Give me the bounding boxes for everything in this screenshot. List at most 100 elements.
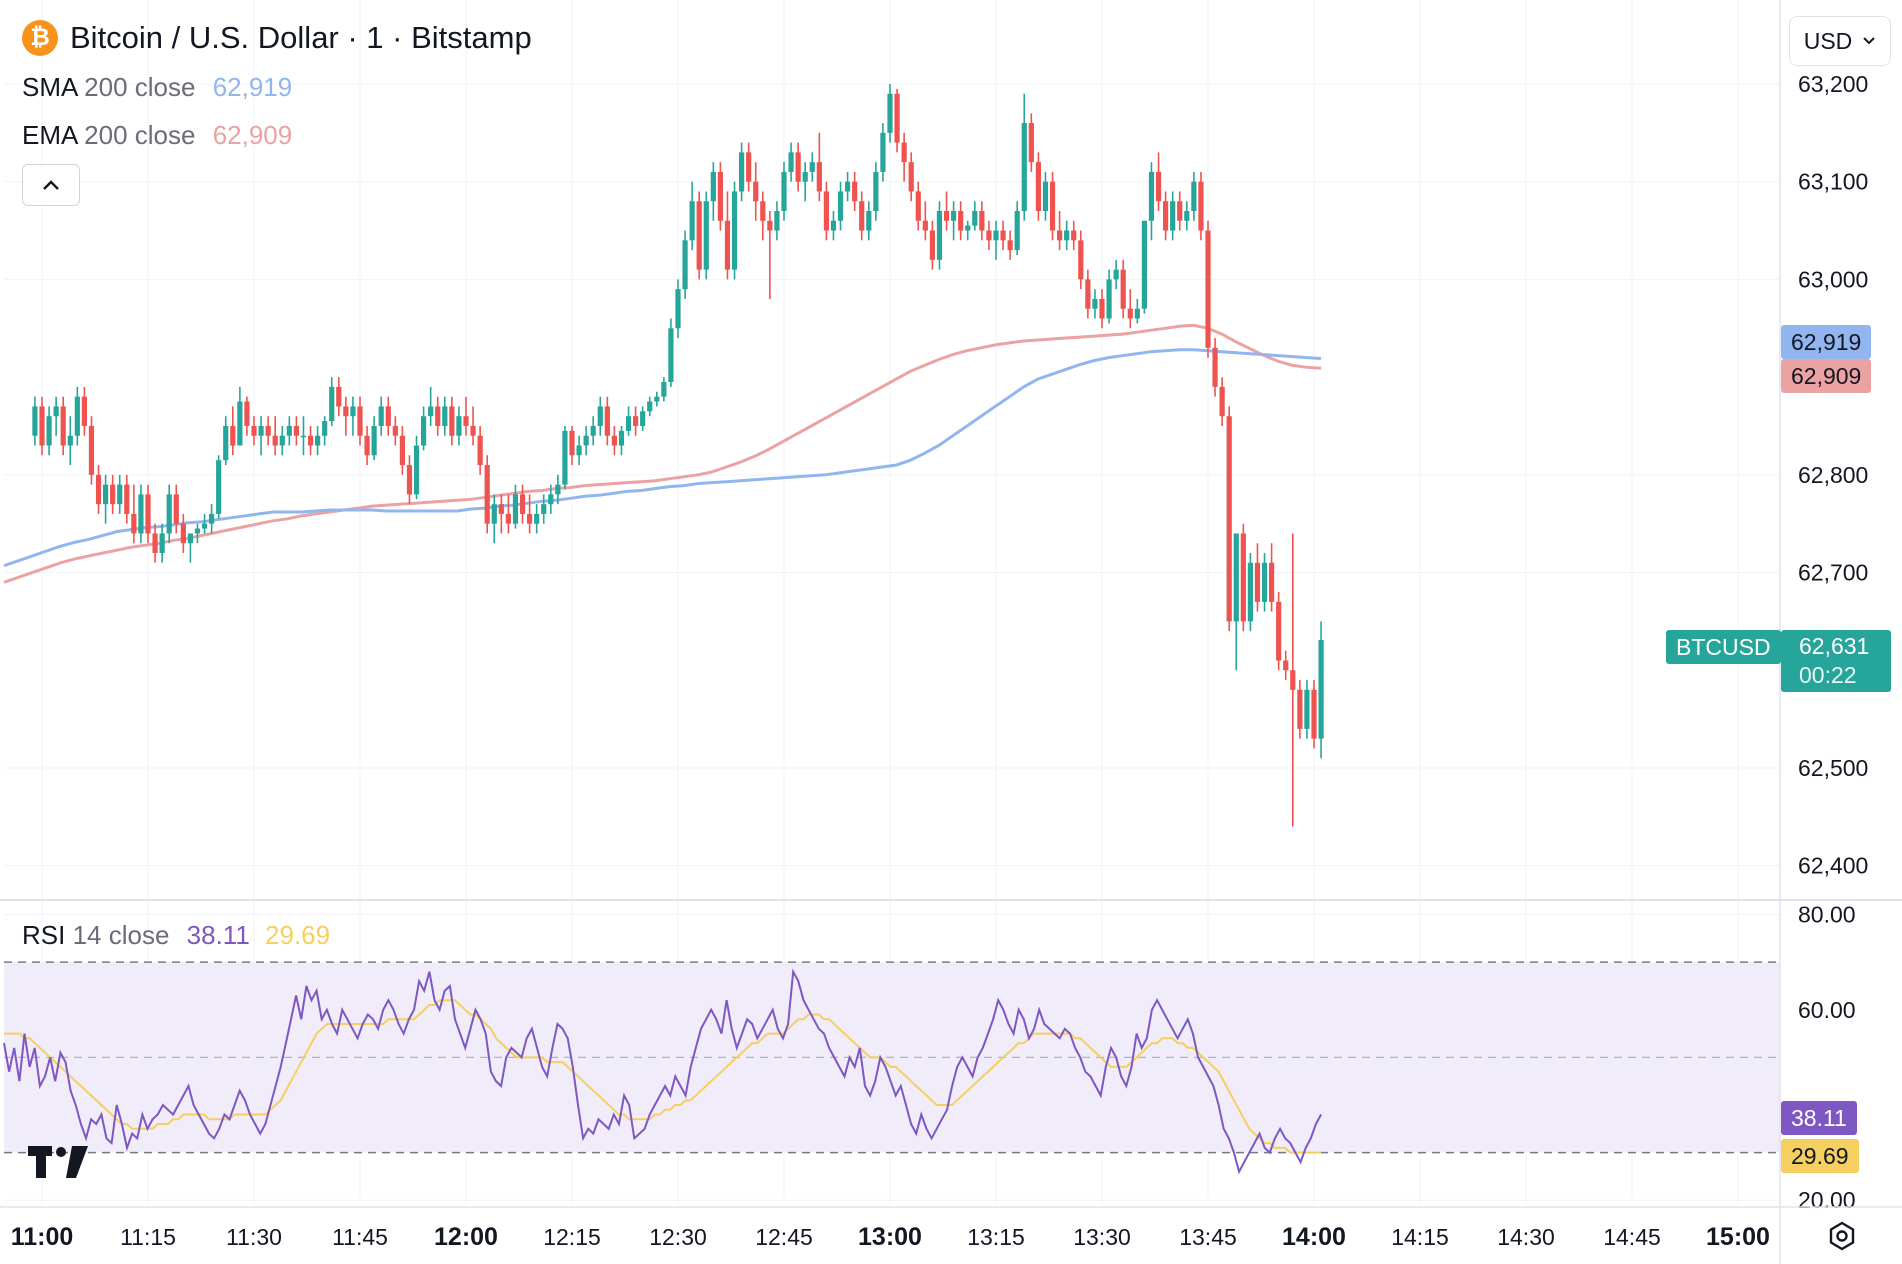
tradingview-logo[interactable] — [28, 1146, 90, 1185]
candle-body — [470, 425, 476, 436]
rsi-params: 14 close — [72, 920, 170, 950]
ema-legend[interactable]: EMA 200 close 62,909 — [22, 120, 292, 151]
rsi-line — [3, 968, 1322, 1175]
candle-body — [618, 430, 625, 446]
candle-body — [1261, 562, 1268, 602]
symbol-header[interactable]: ₿ Bitcoin / U.S. Dollar · 1 · Bitstamp — [22, 20, 532, 56]
candle-body — [760, 201, 766, 221]
candle-body — [484, 465, 490, 524]
rsi-axis[interactable]: 20.00 60.00 80.00 — [1798, 902, 1856, 1214]
candle-body — [852, 181, 858, 202]
candle-body — [187, 533, 193, 544]
candle-body — [265, 425, 271, 436]
settings-icon[interactable] — [1826, 1220, 1858, 1257]
time-tick-label: 12:00 — [434, 1223, 498, 1251]
candle-body — [717, 171, 723, 221]
candle-body — [1254, 562, 1261, 602]
candle-body — [300, 435, 307, 438]
time-tick-label: 14:45 — [1603, 1224, 1661, 1250]
candle-body — [505, 513, 511, 524]
candle-body — [774, 211, 780, 231]
time-tick-label: 11:45 — [332, 1224, 388, 1250]
candle-body — [951, 211, 957, 221]
candle-body — [286, 425, 292, 436]
time-tick-label: 14:30 — [1497, 1224, 1555, 1250]
sma-name: SMA — [22, 72, 77, 102]
rsi-lines — [3, 968, 1322, 1175]
candle-body — [979, 211, 985, 231]
candle-body — [576, 445, 582, 456]
sma-legend[interactable]: SMA 200 close 62,919 — [22, 72, 292, 103]
candle-body — [378, 406, 384, 426]
candle-body — [859, 201, 865, 231]
candle-body — [746, 152, 752, 182]
candle-body — [1205, 230, 1211, 348]
candle-body — [661, 382, 667, 397]
candle-body — [1191, 181, 1197, 211]
candle-body — [1141, 220, 1147, 309]
ema-params: 200 close — [84, 120, 196, 150]
candle-body — [887, 93, 893, 133]
candle-body — [965, 225, 971, 231]
candle-body — [463, 416, 469, 426]
rsi-ma-value: 29.69 — [265, 920, 331, 950]
candle-body — [1085, 279, 1091, 309]
candle-body — [95, 474, 102, 505]
candle-body — [1113, 269, 1119, 280]
candle-body — [1219, 386, 1225, 417]
candle-body — [908, 162, 914, 192]
candle-body — [1148, 171, 1155, 221]
candle-body — [880, 132, 886, 172]
candle-body — [569, 430, 575, 456]
price-tick-label: 62,800 — [1798, 462, 1868, 488]
candle-body — [767, 220, 773, 231]
candle-body — [1226, 416, 1232, 622]
candle-body — [604, 406, 610, 436]
candle-body — [788, 152, 794, 172]
time-tick-label: 13:15 — [967, 1224, 1025, 1250]
candle-body — [668, 328, 674, 382]
candle-body — [1057, 230, 1063, 241]
candle-body — [32, 406, 38, 436]
candle-body — [456, 416, 462, 436]
candle-body — [1170, 201, 1176, 231]
candle-body — [929, 230, 935, 260]
currency-dropdown[interactable]: USD — [1789, 16, 1891, 66]
candle-body — [809, 162, 815, 172]
collapse-legend-button[interactable] — [22, 164, 80, 206]
last-price-label: 62,631 00:22 — [1781, 630, 1891, 692]
candle-body — [1064, 230, 1070, 241]
candle-body — [145, 494, 151, 534]
candle-body — [357, 406, 363, 436]
sma-line — [3, 348, 1322, 568]
candle-body — [194, 528, 201, 534]
candle-body — [88, 425, 95, 475]
time-tick-label: 11:30 — [226, 1224, 282, 1250]
candle-body — [315, 435, 321, 446]
time-tick-label: 13:00 — [858, 1223, 922, 1251]
candle-body — [689, 201, 695, 241]
candle-body — [67, 435, 73, 446]
candle-body — [548, 494, 554, 505]
candle-body — [1035, 162, 1041, 211]
candle-body — [1184, 211, 1190, 221]
candle-body — [1318, 639, 1324, 739]
time-tick-label: 12:45 — [755, 1224, 813, 1250]
time-tick-label: 12:15 — [543, 1224, 601, 1250]
candle-body — [131, 513, 137, 534]
candle-body — [534, 513, 540, 524]
rsi-tick-label: 20.00 — [1798, 1187, 1856, 1213]
candle-body — [823, 191, 829, 231]
time-axis[interactable]: 11:00 11:15 11:30 11:45 12:00 12:15 12:30 12:45… — [11, 1223, 1770, 1251]
candle-body — [449, 406, 455, 436]
rsi-legend[interactable]: RSI 14 close 38.11 29.69 — [22, 920, 330, 951]
price-tick-label: 63,000 — [1798, 266, 1868, 292]
candle-body — [166, 494, 172, 534]
candle-body — [329, 386, 335, 422]
chevron-up-icon — [43, 180, 59, 190]
candle-body — [364, 435, 370, 456]
price-axis[interactable]: 62,400 62,500 62,700 62,800 63,000 63,100 63,2… — [1798, 71, 1868, 879]
candle-body — [724, 220, 731, 270]
candle-body — [392, 425, 398, 436]
